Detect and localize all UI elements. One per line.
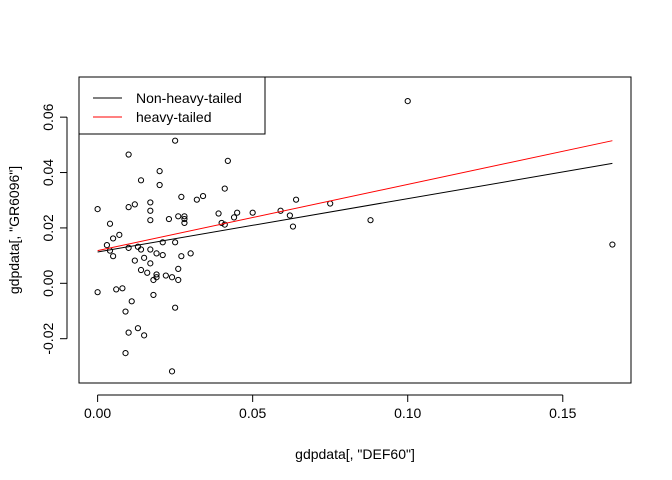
data-point (94, 289, 101, 296)
data-point (147, 207, 154, 214)
legend-label-non-heavy-tailed: Non-heavy-tailed (136, 90, 242, 106)
data-point (286, 212, 293, 219)
data-point (292, 196, 300, 203)
data-point (609, 241, 616, 248)
plot-frame (78, 76, 632, 384)
data-point (110, 253, 117, 260)
data-point (131, 257, 138, 264)
y-tick-label: 0.02 (40, 214, 56, 241)
data-point (289, 223, 297, 230)
non-heavy-tailed-line (97, 162, 613, 253)
y-tick-label: -0.02 (40, 323, 56, 355)
data-point (103, 241, 111, 249)
data-point (172, 137, 179, 144)
data-point (94, 205, 101, 213)
data-point (153, 274, 160, 281)
data-point (218, 219, 225, 227)
x-axis-title: gdpdata[, "DEF60"] (295, 446, 415, 462)
x-tick-label: 0.10 (394, 405, 421, 421)
data-point (141, 254, 148, 261)
data-point (156, 181, 163, 189)
data-point (134, 325, 142, 332)
data-point (125, 244, 132, 251)
data-point (168, 368, 176, 375)
data-point (137, 246, 145, 253)
x-tick-label: 0.05 (239, 405, 266, 421)
y-axis: -0.02 0.00 0.02 0.04 0.06 (40, 103, 68, 355)
data-point (128, 298, 135, 305)
data-point (137, 266, 145, 274)
data-point (156, 168, 163, 175)
data-point (147, 199, 154, 206)
data-point (230, 214, 238, 221)
data-point (175, 213, 182, 220)
legend: Non-heavy-tailed heavy-tailed (78, 76, 266, 135)
data-point (113, 286, 120, 293)
data-point (181, 213, 188, 220)
regression-lines (97, 140, 613, 253)
data-point (224, 157, 231, 165)
data-point (178, 193, 185, 201)
x-tick-label: 0.15 (549, 405, 576, 421)
data-point (234, 209, 241, 216)
data-point (144, 269, 151, 276)
legend-label-heavy-tailed: heavy-tailed (136, 109, 212, 125)
data-point (122, 349, 129, 357)
data-point (119, 285, 126, 292)
data-point (181, 219, 188, 227)
data-point (221, 185, 228, 192)
data-point (175, 265, 182, 273)
data-point (249, 209, 256, 216)
y-tick-label: 0.04 (40, 159, 56, 186)
data-point (215, 210, 222, 217)
data-point (141, 332, 148, 339)
data-point (159, 251, 166, 259)
data-point (122, 308, 129, 315)
data-point (181, 215, 188, 223)
data-point (367, 217, 374, 224)
data-point (147, 260, 154, 267)
data-point (150, 291, 157, 299)
x-axis: 0.00 0.05 0.10 0.15 (84, 394, 577, 421)
y-tick-label: 0.06 (40, 103, 56, 130)
data-point (172, 239, 179, 246)
data-point (168, 274, 176, 281)
data-point (159, 239, 166, 246)
data-point (110, 235, 117, 242)
data-point (404, 97, 411, 105)
data-point (137, 177, 145, 184)
data-point (172, 304, 179, 311)
data-point (162, 272, 169, 279)
data-point (199, 192, 207, 200)
data-point (125, 204, 132, 211)
data-point (193, 196, 200, 203)
data-point (178, 253, 185, 260)
legend-box (78, 76, 266, 135)
data-point (165, 215, 173, 223)
data-point (147, 217, 154, 224)
data-point (131, 201, 138, 208)
data-point (221, 221, 228, 228)
x-tick-label: 0.00 (84, 405, 111, 421)
y-tick-label: 0.00 (40, 269, 56, 296)
data-point (147, 246, 154, 253)
data-point (125, 329, 132, 336)
data-point (125, 151, 132, 158)
data-point (106, 220, 114, 227)
data-point (153, 271, 160, 278)
data-point (153, 250, 160, 257)
y-axis-title: gdpdata[, "GR6096"] (6, 166, 22, 294)
scatter-points (94, 97, 616, 375)
heavy-tailed-line (97, 140, 613, 252)
data-point (175, 276, 182, 284)
data-point (116, 231, 123, 238)
data-point (187, 250, 194, 257)
